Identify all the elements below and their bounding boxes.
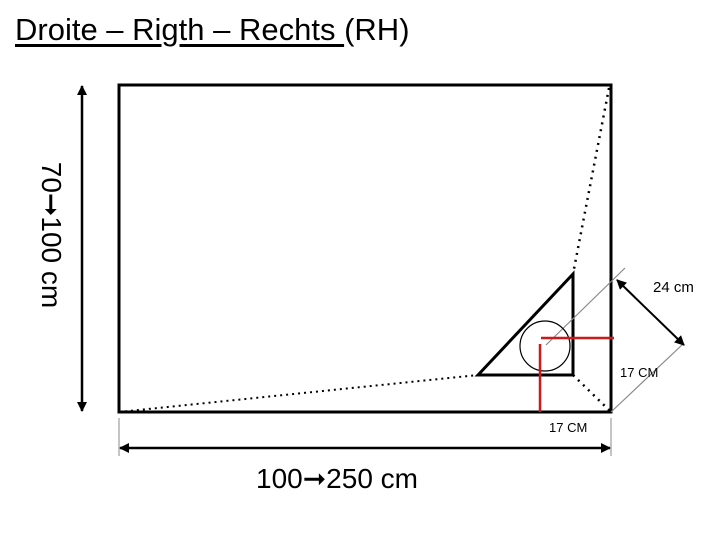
tray-outline: [117, 83, 613, 414]
page-title: Droite – Rigth – Rechts (RH): [15, 12, 410, 48]
diagonal-label: 24 cm: [653, 279, 694, 296]
guide-line-corner: [610, 343, 684, 413]
diagonal-arrow: [616, 279, 685, 346]
title-suffix: (RH): [344, 12, 410, 47]
side-right-label: 17 CM: [620, 365, 658, 380]
width-label: 100➞250 cm: [256, 463, 418, 494]
height-label: 70➞100 cm: [36, 162, 67, 308]
title-main: Droite – Rigth – Rechts: [15, 12, 345, 47]
side-bottom-label: 17 CM: [549, 420, 587, 435]
dotted-edge-corner: [572, 374, 611, 412]
dotted-edge-bottom: [118, 374, 479, 413]
guide-line-diagonal: [545, 267, 626, 346]
drain-triangle: [474, 270, 575, 377]
dotted-edge-right: [571, 87, 611, 275]
drain-circle: [519, 320, 571, 372]
